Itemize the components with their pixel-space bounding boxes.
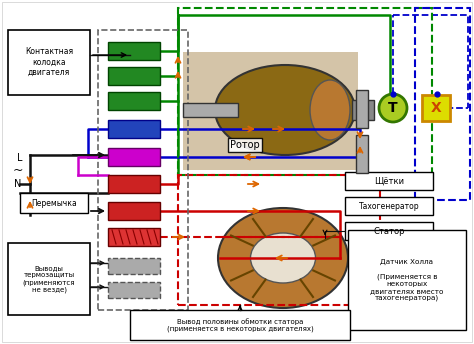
Bar xyxy=(8,30,90,95)
Bar xyxy=(108,92,160,110)
Bar xyxy=(345,222,433,240)
Ellipse shape xyxy=(250,233,316,283)
Text: N: N xyxy=(14,179,22,189)
Text: Контактная
колодка
двигателя: Контактная колодка двигателя xyxy=(25,47,73,77)
Bar xyxy=(108,120,160,138)
Text: Датчик Холла

(Применяется в
некоторых
двигателях вместо
тахогенератора): Датчик Холла (Применяется в некоторых дв… xyxy=(370,259,444,301)
Ellipse shape xyxy=(310,80,350,140)
Bar xyxy=(178,175,380,305)
Bar xyxy=(108,258,160,274)
Circle shape xyxy=(379,94,407,122)
Text: Щётки: Щётки xyxy=(374,176,404,185)
Bar xyxy=(108,42,160,60)
Bar xyxy=(8,243,90,315)
Text: Ротор: Ротор xyxy=(230,140,260,150)
Bar xyxy=(183,103,238,117)
Bar xyxy=(108,67,160,85)
Bar xyxy=(356,135,368,173)
Bar xyxy=(352,100,374,120)
Bar xyxy=(108,202,160,220)
Bar xyxy=(130,310,350,340)
Bar xyxy=(178,8,432,175)
Text: Выводы
термозащиты
(применяются
не везде): Выводы термозащиты (применяются не везде… xyxy=(23,265,75,293)
Ellipse shape xyxy=(215,65,355,155)
Text: Перемычка: Перемычка xyxy=(31,198,77,207)
Bar xyxy=(345,172,433,190)
Bar xyxy=(345,197,433,215)
Bar xyxy=(108,148,160,166)
Bar xyxy=(108,228,160,246)
Bar xyxy=(422,95,450,121)
Bar xyxy=(356,90,368,128)
Bar xyxy=(415,8,470,200)
Text: Вывод половины обмотки статора
(применяется в некоторых двигателях): Вывод половины обмотки статора (применяе… xyxy=(167,318,313,332)
Text: Тахогенератор: Тахогенератор xyxy=(359,202,419,211)
Text: L: L xyxy=(17,153,23,163)
Text: ~: ~ xyxy=(13,163,23,176)
Text: T: T xyxy=(388,101,398,115)
Ellipse shape xyxy=(218,208,348,308)
Text: Статор: Статор xyxy=(373,226,405,236)
Text: X: X xyxy=(430,101,441,115)
Bar xyxy=(108,282,160,298)
Text: Ротор: Ротор xyxy=(230,140,260,150)
Bar xyxy=(348,230,466,330)
Bar xyxy=(183,52,358,170)
Bar xyxy=(98,30,188,310)
Bar xyxy=(108,175,160,193)
Bar xyxy=(20,193,88,213)
